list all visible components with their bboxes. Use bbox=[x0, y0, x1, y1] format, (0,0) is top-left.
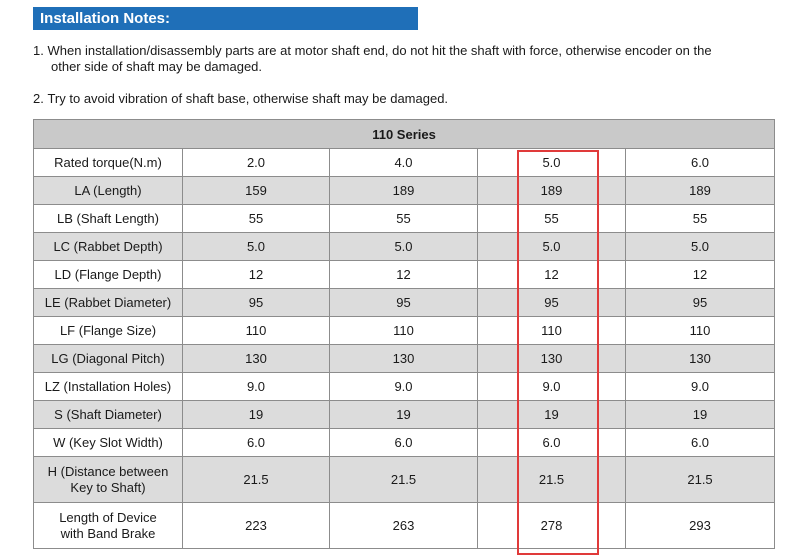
row-label: Length of Device with Band Brake bbox=[33, 502, 183, 549]
table-row: Length of Device with Band Brake 223 263… bbox=[33, 502, 776, 549]
cell: 12 bbox=[624, 260, 776, 289]
table-header: 110 Series bbox=[32, 119, 776, 149]
table-row: LZ (Installation Holes) 9.0 9.0 9.0 9.0 bbox=[33, 372, 776, 401]
table-row: W (Key Slot Width) 6.0 6.0 6.0 6.0 bbox=[33, 428, 776, 457]
cell: 21.5 bbox=[329, 456, 478, 503]
table-row: LA (Length) 159 189 189 189 bbox=[33, 176, 776, 205]
cell: 95 bbox=[624, 288, 776, 317]
cell: 130 bbox=[329, 344, 478, 373]
table-row: LD (Flange Depth) 12 12 12 12 bbox=[33, 260, 776, 289]
cell: 189 bbox=[624, 176, 776, 205]
cell: 9.0 bbox=[329, 372, 478, 401]
cell: 130 bbox=[182, 344, 330, 373]
cell: 4.0 bbox=[329, 148, 478, 177]
cell: 159 bbox=[182, 176, 330, 205]
note-number: 2. bbox=[33, 91, 44, 106]
cell: 110 bbox=[182, 316, 330, 345]
cell: 55 bbox=[329, 204, 478, 233]
cell: 130 bbox=[477, 344, 626, 373]
cell: 5.0 bbox=[624, 232, 776, 261]
row-label: LC (Rabbet Depth) bbox=[33, 232, 183, 261]
row-label: S (Shaft Diameter) bbox=[33, 400, 183, 429]
cell: 55 bbox=[477, 204, 626, 233]
cell: 19 bbox=[477, 400, 626, 429]
cell: 6.0 bbox=[624, 148, 776, 177]
cell: 130 bbox=[624, 344, 776, 373]
cell: 95 bbox=[329, 288, 478, 317]
cell: 19 bbox=[182, 400, 330, 429]
cell: 110 bbox=[477, 316, 626, 345]
note-text-cont: other side of shaft may be damaged. bbox=[51, 59, 263, 74]
cell: 263 bbox=[329, 502, 478, 549]
cell: 21.5 bbox=[624, 456, 776, 503]
cell: 19 bbox=[624, 400, 776, 429]
cell: 55 bbox=[182, 204, 330, 233]
table-row: LE (Rabbet Diameter) 95 95 95 95 bbox=[33, 288, 776, 317]
cell: 2.0 bbox=[182, 148, 330, 177]
cell: 12 bbox=[329, 260, 478, 289]
table-row: LC (Rabbet Depth) 5.0 5.0 5.0 5.0 bbox=[33, 232, 776, 261]
row-label: LG (Diagonal Pitch) bbox=[33, 344, 183, 373]
table-row: H (Distance between Key to Shaft) 21.5 2… bbox=[33, 456, 776, 503]
cell: 110 bbox=[329, 316, 478, 345]
cell: 9.0 bbox=[477, 372, 626, 401]
section-banner: Installation Notes: bbox=[33, 7, 418, 30]
row-label-line: Length of Device bbox=[59, 509, 157, 525]
cell: 12 bbox=[477, 260, 626, 289]
note-text: When installation/disassembly parts are … bbox=[47, 43, 712, 58]
cell: 9.0 bbox=[182, 372, 330, 401]
row-label-line: Key to Shaft) bbox=[70, 479, 146, 495]
table-row: LF (Flange Size) 110 110 110 110 bbox=[33, 316, 776, 345]
row-label: LA (Length) bbox=[33, 176, 183, 205]
cell: 5.0 bbox=[182, 232, 330, 261]
cell: 9.0 bbox=[624, 372, 776, 401]
row-label-line: with Band Brake bbox=[60, 525, 156, 541]
cell: 6.0 bbox=[182, 428, 330, 457]
table-row: LB (Shaft Length) 55 55 55 55 bbox=[33, 204, 776, 233]
row-label: H (Distance between Key to Shaft) bbox=[33, 456, 183, 503]
row-label: LF (Flange Size) bbox=[33, 316, 183, 345]
table-row: Rated torque(N.m) 2.0 4.0 5.0 6.0 bbox=[33, 148, 776, 177]
note-text: Try to avoid vibration of shaft base, ot… bbox=[47, 91, 449, 106]
cell: 21.5 bbox=[477, 456, 626, 503]
table-row: S (Shaft Diameter) 19 19 19 19 bbox=[33, 400, 776, 429]
row-label-line: H (Distance between bbox=[47, 463, 169, 479]
cell: 95 bbox=[182, 288, 330, 317]
table-row: LG (Diagonal Pitch) 130 130 130 130 bbox=[33, 344, 776, 373]
specification-table: 110 Series Rated torque(N.m) 2.0 4.0 5.0… bbox=[32, 119, 776, 549]
row-label: Rated torque(N.m) bbox=[33, 148, 183, 177]
cell: 6.0 bbox=[477, 428, 626, 457]
cell: 6.0 bbox=[329, 428, 478, 457]
cell: 293 bbox=[624, 502, 776, 549]
cell: 278 bbox=[477, 502, 626, 549]
cell: 189 bbox=[329, 176, 478, 205]
cell: 95 bbox=[477, 288, 626, 317]
cell: 12 bbox=[182, 260, 330, 289]
cell: 189 bbox=[477, 176, 626, 205]
cell: 110 bbox=[624, 316, 776, 345]
cell: 19 bbox=[329, 400, 478, 429]
row-label: LE (Rabbet Diameter) bbox=[33, 288, 183, 317]
row-label: LB (Shaft Length) bbox=[33, 204, 183, 233]
row-label: LZ (Installation Holes) bbox=[33, 372, 183, 401]
row-label: LD (Flange Depth) bbox=[33, 260, 183, 289]
cell: 55 bbox=[624, 204, 776, 233]
cell: 5.0 bbox=[477, 148, 626, 177]
installation-note-1: 1. When installation/disassembly parts a… bbox=[33, 43, 773, 75]
row-label: W (Key Slot Width) bbox=[33, 428, 183, 457]
cell: 5.0 bbox=[477, 232, 626, 261]
installation-note-2: 2. Try to avoid vibration of shaft base,… bbox=[33, 91, 448, 107]
cell: 223 bbox=[182, 502, 330, 549]
note-number: 1. bbox=[33, 43, 44, 58]
cell: 21.5 bbox=[182, 456, 330, 503]
cell: 6.0 bbox=[624, 428, 776, 457]
section-title: Installation Notes: bbox=[40, 10, 171, 27]
cell: 5.0 bbox=[329, 232, 478, 261]
